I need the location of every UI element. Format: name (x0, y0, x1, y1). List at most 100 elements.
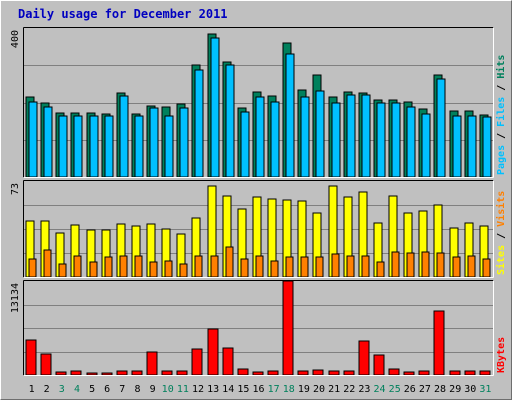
x-tick-label: 2 (44, 384, 50, 395)
visits-bar (73, 255, 82, 278)
legend-hits: Hits (495, 55, 507, 79)
visits-bar (149, 261, 158, 278)
kbytes-bar (70, 370, 82, 376)
x-tick-label: 23 (358, 384, 370, 395)
x-tick-label: 24 (373, 384, 385, 395)
files-bar (28, 101, 38, 178)
files-bar (452, 115, 462, 178)
y-tick-label: 73 (10, 183, 21, 195)
x-tick-label: 20 (313, 384, 325, 395)
visits-bar (270, 260, 279, 278)
files-bar (194, 69, 204, 178)
legend-label: KBytes (496, 337, 507, 373)
visits-bar (285, 256, 294, 278)
visits-bar (104, 256, 113, 278)
files-bar (376, 102, 386, 178)
files-bar (331, 102, 341, 178)
x-tick-label: 26 (404, 384, 416, 395)
kbytes-bar (161, 370, 173, 376)
files-bar (270, 101, 280, 178)
x-tick-label: 16 (252, 384, 264, 395)
x-tick-label: 22 (343, 384, 355, 395)
files-bar (406, 106, 416, 178)
legend-label: Sites / Visits (495, 191, 507, 275)
x-tick-label: 25 (389, 384, 401, 395)
files-bar (255, 96, 265, 178)
files-bar (436, 78, 446, 178)
visits-bar (58, 263, 67, 278)
kbytes-bar (358, 340, 370, 376)
kbytes-bar (373, 354, 385, 376)
kbytes-bar (449, 370, 461, 376)
visits-bar (134, 255, 143, 278)
files-bar (346, 94, 356, 178)
x-tick-label: 9 (150, 384, 156, 395)
files-bar (225, 64, 235, 178)
kbytes-bar (388, 368, 400, 376)
visits-bar (467, 255, 476, 278)
x-tick-label: 13 (207, 384, 219, 395)
files-bar (467, 115, 477, 178)
kbytes-bar (86, 372, 98, 376)
x-tick-label: 28 (434, 384, 446, 395)
x-tick-label: 18 (283, 384, 295, 395)
legend-separator: / (496, 227, 507, 245)
kbytes-bar (433, 310, 445, 376)
visits-bar (331, 253, 340, 278)
visits-bar (300, 256, 309, 278)
visits-bar (179, 263, 188, 278)
legend-sites: Sites (495, 245, 507, 275)
legend-pages: Pages (496, 145, 507, 175)
legend-label: Pages / Files / Hits (495, 55, 507, 175)
legend-separator: / (496, 127, 507, 145)
x-tick-label: 15 (237, 384, 249, 395)
kbytes-bar (222, 347, 234, 376)
x-tick-label: 7 (119, 384, 125, 395)
files-bar (421, 113, 431, 178)
files-bar (179, 107, 189, 178)
visits-bar (315, 256, 324, 278)
files-bar (210, 37, 220, 178)
files-bar (164, 115, 174, 178)
visits-bar (406, 252, 415, 278)
files-bar (119, 95, 129, 178)
files-bar (361, 94, 371, 178)
kbytes-bar (207, 328, 219, 376)
kbytes-bar (403, 371, 415, 376)
visits-bar (164, 260, 173, 278)
visits-bar (346, 255, 355, 278)
visits-bar (376, 261, 385, 278)
visits-bar (361, 255, 370, 278)
visits-bar (452, 256, 461, 278)
kbytes-bar (312, 369, 324, 376)
files-bar (43, 106, 53, 178)
visits-bar (225, 246, 234, 278)
y-tick-label: 400 (10, 30, 21, 48)
x-tick-label: 19 (298, 384, 310, 395)
visits-bar (240, 258, 249, 278)
files-bar (315, 90, 325, 178)
files-bar (58, 115, 68, 178)
kbytes-bar (464, 370, 476, 376)
visits-bar (421, 251, 430, 278)
visits-bar (391, 251, 400, 278)
legend-separator: / (496, 79, 507, 97)
visits-bar (482, 258, 491, 278)
kbytes-bar (25, 339, 37, 376)
x-tick-label: 29 (449, 384, 461, 395)
x-tick-label: 11 (177, 384, 189, 395)
kbytes-bar (146, 351, 158, 376)
kbytes-bar (267, 370, 279, 376)
kbytes-bar (55, 371, 67, 376)
visits-bar (436, 252, 445, 278)
kbytes-bar (282, 280, 294, 376)
x-tick-label: 30 (464, 384, 476, 395)
files-bar (73, 115, 83, 178)
legend-files: Files (495, 97, 507, 127)
chart-title: Daily usage for December 2011 (18, 7, 228, 21)
kbytes-bar (131, 370, 143, 376)
visits-bar (194, 255, 203, 278)
files-bar (89, 115, 99, 178)
kbytes-bar (176, 370, 188, 376)
